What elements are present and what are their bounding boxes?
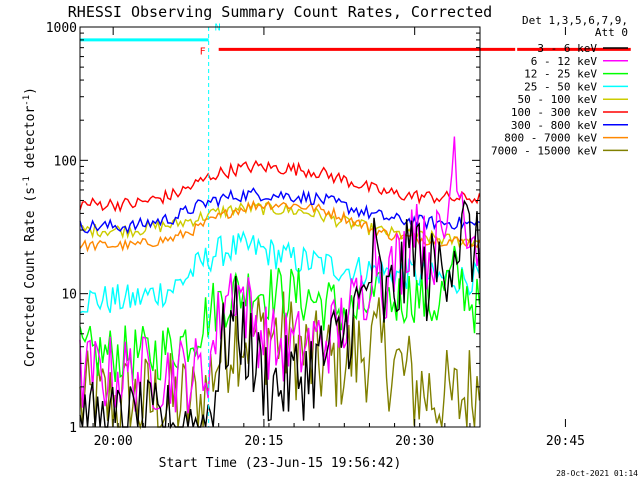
x-tick-label: 20:15 [244, 434, 283, 449]
legend-label: 300 - 800 keV [511, 119, 597, 132]
x-tick-label: 20:00 [94, 434, 133, 449]
legend-label: 3 - 6 keV [537, 42, 597, 55]
series-line [79, 230, 481, 314]
series-line [79, 136, 481, 414]
legend-title: Att 0 [595, 26, 628, 39]
series-line [79, 159, 481, 213]
timestamp: 28-Oct-2021 01:14 [556, 469, 638, 478]
legend-label: 25 - 50 keV [524, 80, 597, 93]
series-line [79, 245, 481, 382]
plot-frame [79, 26, 481, 428]
y-tick-label: 1 [69, 421, 77, 436]
y-tick-label: 1000 [46, 21, 77, 36]
series-line [79, 199, 481, 430]
x-axis-label: Start Time (23-Jun-15 19:56:42) [159, 456, 402, 471]
y-tick-label: 10 [61, 288, 77, 303]
x-tick-label: 20:30 [395, 434, 434, 449]
series-layer [79, 136, 481, 430]
legend-label: 800 - 7000 keV [504, 132, 597, 145]
legend-label: 12 - 25 keV [524, 68, 597, 81]
y-axis-label: Corrected Count Rate (s-1 detector-1) [22, 87, 38, 367]
series-line [79, 291, 481, 430]
x-tick-label: 20:45 [546, 434, 585, 449]
legend-label: 6 - 12 keV [531, 55, 598, 68]
flare-marker: F [200, 47, 206, 58]
legend-title: Det 1,3,5,6,7,9, [522, 14, 628, 27]
y-axis: 1 10 100 1000 [46, 21, 480, 436]
chart-title: RHESSI Observing Summary Count Rates, Co… [68, 3, 492, 21]
legend-label: 100 - 300 keV [511, 106, 597, 119]
legend-label: 7000 - 15000 keV [491, 144, 597, 157]
y-tick-label: 100 [54, 154, 77, 169]
legend-label: 50 - 100 keV [518, 93, 598, 106]
night-marker: N [215, 23, 221, 34]
